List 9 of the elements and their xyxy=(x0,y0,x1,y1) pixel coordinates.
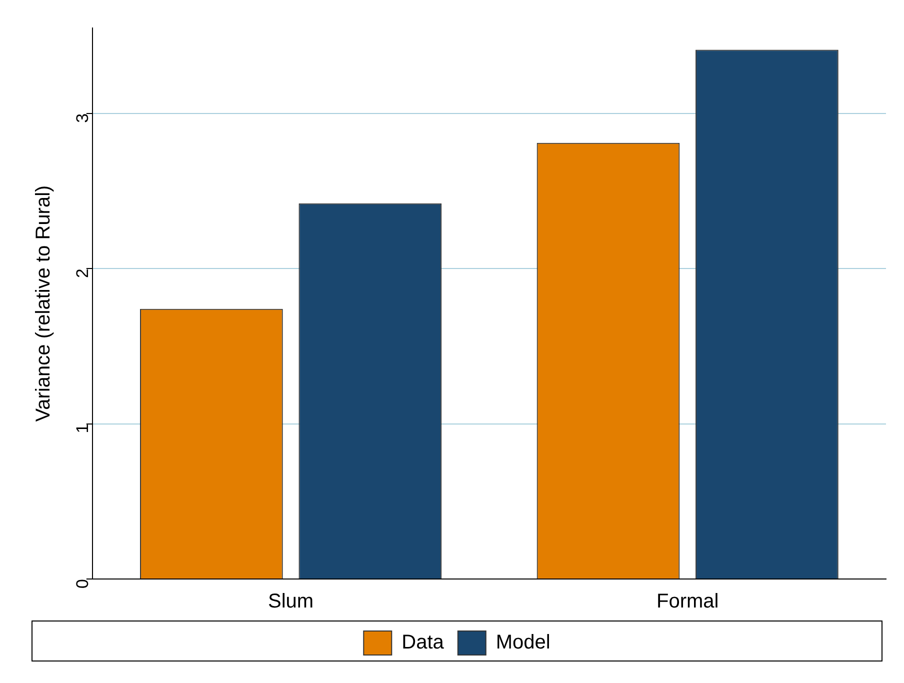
y-axis-title: Variance (relative to Rural) xyxy=(32,185,55,422)
y-tick-label: 0 xyxy=(73,579,92,588)
legend-label: Model xyxy=(496,632,550,654)
x-tick-label: Slum xyxy=(268,590,314,613)
x-tick-label: Formal xyxy=(656,590,719,613)
y-tick-label: 2 xyxy=(73,268,92,278)
y-tick-label: 3 xyxy=(73,113,92,123)
y-tick-label: 1 xyxy=(73,424,92,434)
legend-label: Data xyxy=(402,632,445,654)
